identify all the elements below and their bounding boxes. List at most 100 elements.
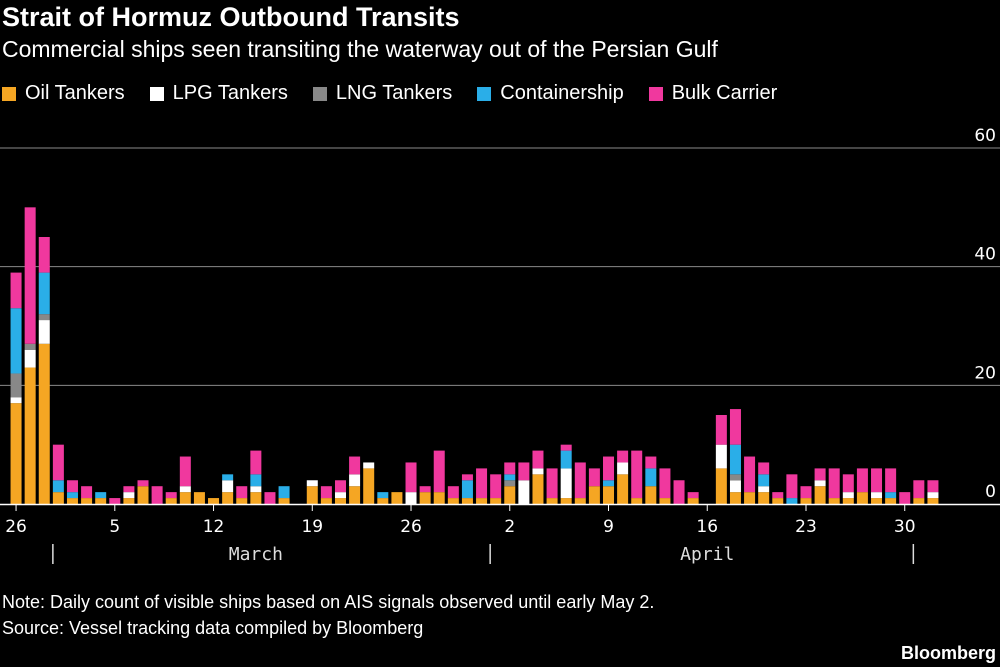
bar-lpg-tankers-apr-10 xyxy=(617,462,629,475)
bar-bulk-carrier-mar-31 xyxy=(476,468,488,499)
legend-swatch-bulk-carrier xyxy=(648,86,663,101)
bar-oil-tankers-mar-10 xyxy=(179,492,191,504)
bar-bulk-carrier-mar-26 xyxy=(405,462,417,493)
bar-oil-tankers-apr-28 xyxy=(871,498,883,504)
bar-oil-tankers-apr-9 xyxy=(603,486,615,504)
bar-oil-tankers-apr-17 xyxy=(715,468,727,504)
bar-oil-tankers-mar-25 xyxy=(391,492,403,504)
y-tick-label-40: 40 xyxy=(974,245,996,265)
stacked-bar-chart: 0 20 40 60 26 5 12 19 26 2 9 16 23 30 March April xyxy=(0,126,1000,565)
bar-lpg-tankers-feb-26 xyxy=(10,397,22,404)
bar-oil-tankers-mar-17 xyxy=(278,498,290,504)
bar-bulk-carrier-apr-7 xyxy=(574,462,586,499)
bar-lpg-tankers-apr-26 xyxy=(842,492,854,499)
bar-oil-tankers-mar-30 xyxy=(461,498,473,504)
legend-swatch-lpg-tankers xyxy=(149,86,164,101)
bar-oil-tankers-apr-4 xyxy=(532,474,544,504)
bar-bulk-carrier-apr-3 xyxy=(518,462,530,481)
bar-oil-tankers-apr-26 xyxy=(842,498,854,504)
bar-bulk-carrier-feb-27 xyxy=(24,207,36,344)
chart-source: Source: Vessel tracking data compiled by… xyxy=(2,618,424,638)
bar-bulk-carrier-apr-12 xyxy=(645,456,657,469)
bar-oil-tankers-mar-24 xyxy=(377,498,389,504)
bar-bulk-carrier-mar-28 xyxy=(433,450,445,493)
bar-oil-tankers-apr-11 xyxy=(631,498,643,504)
bar-oil-tankers-apr-29 xyxy=(885,498,897,504)
bar-lpg-tankers-apr-4 xyxy=(532,468,544,475)
bar-oil-tankers-apr-13 xyxy=(659,498,671,504)
bar-oil-tankers-may-2 xyxy=(927,498,939,504)
bar-lpg-tankers-mar-23 xyxy=(363,462,375,469)
bar-lpg-tankers-apr-18 xyxy=(729,480,741,493)
legend-swatch-oil-tankers xyxy=(2,86,16,101)
bar-containership-apr-6 xyxy=(560,450,572,469)
bar-oil-tankers-mar-2 xyxy=(66,498,78,504)
bar-oil-tankers-apr-6 xyxy=(560,498,572,504)
bar-oil-tankers-feb-26 xyxy=(10,403,22,504)
bar-bulk-carrier-mar-29 xyxy=(447,486,459,499)
legend-label-oil-tankers: Oil Tankers xyxy=(25,82,125,104)
bar-oil-tankers-mar-27 xyxy=(419,492,431,504)
bar-lpg-tankers-mar-13 xyxy=(222,480,234,493)
bar-oil-tankers-apr-2 xyxy=(504,486,516,504)
x-tick-label-9: 30 xyxy=(894,517,916,537)
month-label-april: April xyxy=(680,544,734,565)
legend-item-containership: Containership xyxy=(477,82,624,105)
bar-oil-tankers-mar-1 xyxy=(52,492,64,504)
legend-item-lng-tankers: LNG Tankers xyxy=(312,82,452,105)
bar-lpg-tankers-mar-21 xyxy=(334,492,346,499)
bar-containership-apr-9 xyxy=(603,480,615,487)
bar-bulk-carrier-mar-6 xyxy=(123,486,135,493)
bar-bulk-carrier-apr-20 xyxy=(758,462,770,475)
bar-oil-tankers-feb-28 xyxy=(38,343,50,504)
y-tick-label-60: 60 xyxy=(974,126,996,146)
bar-containership-mar-15 xyxy=(250,474,262,487)
bar-bulk-carrier-mar-5 xyxy=(109,498,121,504)
bar-oil-tankers-apr-27 xyxy=(856,492,868,504)
bar-bulk-carrier-apr-11 xyxy=(631,450,643,499)
month-label-march: March xyxy=(229,544,283,565)
x-tick-label-4: 26 xyxy=(400,517,422,537)
bar-containership-apr-29 xyxy=(885,492,897,499)
bar-oil-tankers-apr-5 xyxy=(546,498,558,504)
bar-bulk-carrier-mar-9 xyxy=(165,492,177,499)
bar-bulk-carrier-mar-10 xyxy=(179,456,191,487)
bar-bulk-carrier-mar-21 xyxy=(334,480,346,493)
bar-bulk-carrier-apr-15 xyxy=(687,492,699,499)
bar-bulk-carrier-feb-26 xyxy=(10,272,22,309)
bar-lpg-tankers-mar-6 xyxy=(123,492,135,499)
legend-swatch-containership xyxy=(477,86,492,101)
bar-oil-tankers-mar-7 xyxy=(137,486,149,504)
bar-lpg-tankers-feb-27 xyxy=(24,349,36,368)
x-tick-label-6: 9 xyxy=(603,517,614,537)
bar-oil-tankers-mar-29 xyxy=(447,498,459,504)
bar-lpg-tankers-mar-26 xyxy=(405,492,417,504)
bar-bulk-carrier-mar-8 xyxy=(151,486,163,504)
bar-oil-tankers-mar-31 xyxy=(476,498,488,504)
bar-containership-mar-13 xyxy=(222,474,234,481)
bar-bulk-carrier-apr-28 xyxy=(871,468,883,493)
bar-containership-mar-17 xyxy=(278,486,290,499)
bar-oil-tankers-mar-11 xyxy=(193,492,205,504)
bar-oil-tankers-mar-23 xyxy=(363,468,375,504)
bar-bulk-carrier-apr-1 xyxy=(490,474,502,499)
x-tick-label-0: 26 xyxy=(5,517,27,537)
bar-lpg-tankers-apr-24 xyxy=(814,480,826,487)
chart-title: Strait of Hormuz Outbound Transits xyxy=(2,2,460,32)
bar-bulk-carrier-mar-7 xyxy=(137,480,149,487)
bar-containership-mar-30 xyxy=(461,480,473,499)
legend-label-lpg-tankers: LPG Tankers xyxy=(172,82,288,104)
bar-oil-tankers-apr-23 xyxy=(800,498,812,504)
bar-bulk-carrier-may-1 xyxy=(913,480,925,499)
bar-oil-tankers-apr-25 xyxy=(828,498,840,504)
bar-oil-tankers-mar-21 xyxy=(334,498,346,504)
bar-bulk-carrier-apr-13 xyxy=(659,468,671,499)
legend-swatch-lng-tankers xyxy=(312,86,327,101)
legend-item-bulk-carrier: Bulk Carrier xyxy=(648,82,777,105)
bar-bulk-carrier-mar-3 xyxy=(81,486,93,499)
bar-bulk-carrier-apr-9 xyxy=(603,456,615,481)
bar-oil-tankers-mar-3 xyxy=(81,498,93,504)
bar-oil-tankers-apr-19 xyxy=(744,492,756,504)
bar-containership-mar-24 xyxy=(377,492,389,499)
bar-bulk-carrier-mar-16 xyxy=(264,492,276,504)
